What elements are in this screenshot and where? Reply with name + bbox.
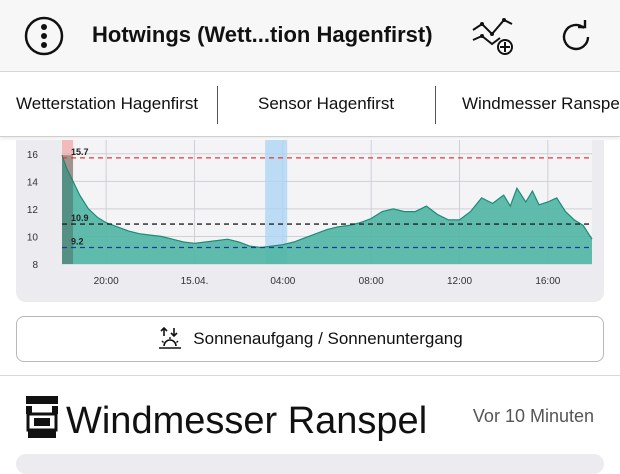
- sunrise-sunset-label: Sonnenaufgang / Sonnenuntergang: [193, 329, 463, 348]
- more-options-button[interactable]: [22, 14, 66, 58]
- temperature-chart[interactable]: 16 14 12 10 8 20:00 15.04. 04:00 08:00 12:00 16:00…: [16, 140, 604, 302]
- station-tabs: Wetterstation Hagenfirst Sensor Hagenfir…: [0, 72, 620, 137]
- tab-windmesser[interactable]: Windmesser Ranspel: [462, 94, 620, 113]
- section-divider: [0, 375, 620, 376]
- chart-add-icon: [472, 18, 513, 55]
- x-tick-label: 16:00: [535, 276, 560, 287]
- tab-wetterstation[interactable]: Wetterstation Hagenfirst: [16, 94, 199, 113]
- initial-segment: [62, 155, 74, 264]
- time-highlight: [265, 140, 288, 264]
- sunrise-sunset-icon: [159, 326, 182, 349]
- tab-sensor[interactable]: Sensor Hagenfirst: [258, 94, 395, 113]
- temperature-line: [61, 154, 593, 249]
- reference-label: 10.9: [71, 213, 89, 223]
- app-header: Hotwings (Wett...tion Hagenfirst): [0, 0, 620, 72]
- more-vertical-icon: [24, 16, 64, 56]
- x-tick-label: 15.04.: [181, 276, 209, 287]
- chart-card: 16 14 12 10 8 20:00 15.04. 04:00 08:00 12:00 16:00…: [16, 140, 604, 302]
- temperature-area: [62, 155, 592, 264]
- page-title: Hotwings (Wett...tion Hagenfirst): [92, 22, 433, 47]
- x-tick-label: 04:00: [270, 276, 295, 287]
- y-tick-label: 12: [27, 205, 39, 216]
- tab-divider: [217, 86, 218, 124]
- x-tick-label: 12:00: [447, 276, 472, 287]
- station-header: Windmesser Ranspel Vor 10 Minuten: [24, 392, 604, 442]
- x-tick-label: 08:00: [359, 276, 384, 287]
- tab-divider: [435, 86, 436, 124]
- station-name: Windmesser Ranspel: [66, 400, 428, 442]
- reference-label: 9.2: [71, 236, 84, 246]
- reference-label: 15.7: [71, 147, 89, 157]
- next-chart-card: [16, 454, 604, 474]
- y-tick-label: 14: [27, 177, 39, 188]
- last-update-time: Vor 10 Minuten: [472, 406, 594, 426]
- x-tick-label: 20:00: [94, 276, 119, 287]
- sunrise-sunset-button[interactable]: Sonnenaufgang / Sonnenuntergang: [16, 316, 604, 362]
- refresh-button[interactable]: [554, 14, 598, 58]
- y-tick-label: 10: [27, 232, 39, 243]
- y-tick-label: 8: [32, 260, 38, 271]
- refresh-icon: [562, 20, 590, 51]
- add-chart-button[interactable]: [468, 14, 518, 58]
- anemometer-icon: [26, 396, 58, 438]
- y-tick-label: 16: [27, 150, 39, 161]
